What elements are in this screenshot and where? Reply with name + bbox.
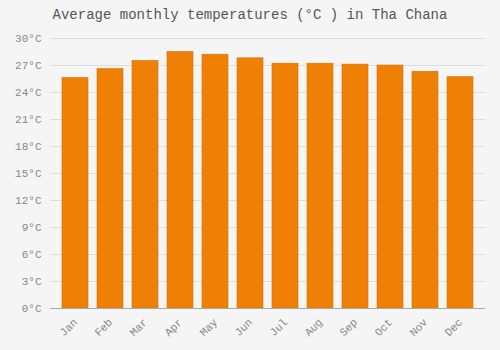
svg-text:6°C: 6°C [22,249,42,261]
svg-text:9°C: 9°C [22,222,42,234]
svg-text:Jan: Jan [58,316,80,338]
svg-text:May: May [198,316,221,339]
svg-text:Jun: Jun [233,316,255,338]
svg-text:Apr: Apr [163,316,185,338]
svg-text:Mar: Mar [128,316,150,338]
svg-text:24°C: 24°C [15,87,42,99]
svg-text:30°C: 30°C [15,33,42,45]
svg-text:Aug: Aug [303,316,325,338]
svg-text:Jul: Jul [268,316,290,338]
svg-text:15°C: 15°C [15,168,42,180]
svg-text:3°C: 3°C [22,276,42,288]
svg-text:18°C: 18°C [15,141,42,153]
svg-text:21°C: 21°C [15,114,42,126]
svg-text:Dec: Dec [443,316,465,338]
svg-text:0°C: 0°C [22,303,42,315]
svg-text:Sep: Sep [338,316,360,338]
html-text:Average monthly temperatures (: Average monthly temperatures (°C ) in Th… [52,7,448,23]
svg-text:Oct: Oct [373,316,395,338]
svg-text:12°C: 12°C [15,195,42,207]
svg-text:Nov: Nov [408,316,431,339]
svg-text:Feb: Feb [93,316,115,338]
svg-text:27°C: 27°C [15,60,42,72]
